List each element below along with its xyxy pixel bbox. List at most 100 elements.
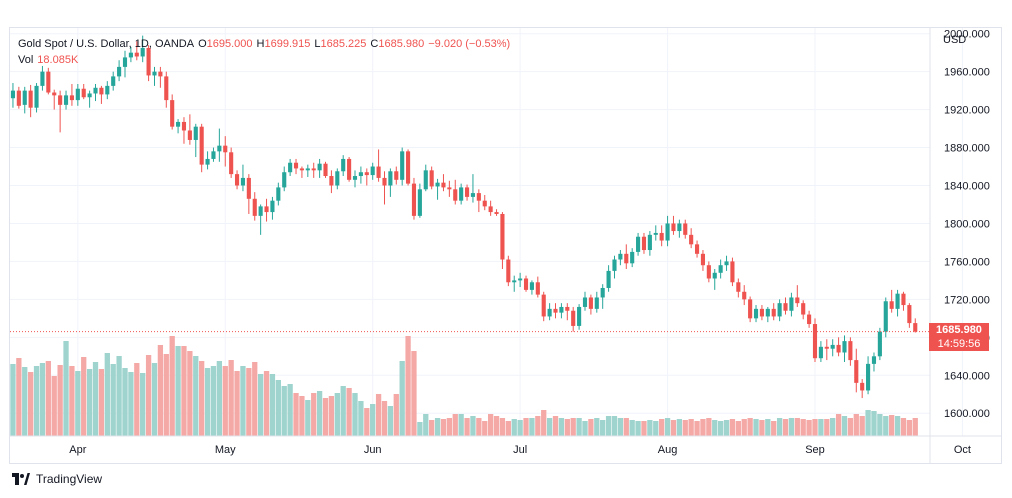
candle: [352, 170, 358, 188]
candle-body: [577, 306, 582, 326]
candle-body: [429, 170, 434, 187]
volume-bar: [122, 368, 128, 436]
volume-bar: [600, 420, 606, 436]
volume-bar: [163, 354, 169, 436]
candle-body: [459, 187, 464, 201]
candle: [736, 278, 741, 298]
candle-body: [807, 314, 812, 325]
candle: [417, 183, 422, 218]
symbol-title[interactable]: Gold Spot / U.S. Dollar, 1D, OANDA: [18, 38, 195, 50]
candle-body: [364, 172, 369, 176]
candle-body: [299, 168, 304, 171]
candle: [512, 275, 517, 292]
volume-bar: [564, 419, 570, 436]
brand-name: TradingView: [36, 472, 103, 486]
candle-body: [270, 200, 275, 213]
candle-body: [435, 182, 440, 187]
candle-body: [730, 261, 735, 283]
candle-body: [305, 168, 310, 171]
volume-bar: [635, 421, 641, 436]
candle-body: [347, 158, 352, 180]
candle-body: [341, 158, 346, 172]
candle-body: [842, 341, 847, 353]
candle: [435, 178, 440, 200]
price-tick-label: 1960.000: [944, 67, 990, 79]
volume-bar: [210, 366, 217, 436]
volume-bar: [611, 416, 618, 436]
volume-bar: [511, 419, 517, 436]
candle: [152, 66, 157, 86]
volume-bar: [735, 421, 741, 436]
candle-body: [193, 126, 198, 140]
candle-body: [146, 47, 151, 76]
candle-body: [128, 52, 133, 58]
candle-body: [441, 182, 446, 188]
low-value: 1685.225: [320, 38, 367, 50]
candle-body: [400, 151, 405, 180]
volume-bar: [835, 414, 842, 436]
candle: [164, 71, 169, 108]
candle: [665, 215, 670, 247]
candle-body: [246, 177, 251, 199]
volume-bar: [594, 418, 600, 436]
candle: [795, 285, 800, 307]
candle: [105, 81, 110, 100]
volume-bar: [830, 418, 836, 436]
candle-body: [181, 121, 187, 131]
candle: [812, 318, 818, 362]
candle-body: [871, 356, 877, 364]
candle: [606, 265, 611, 292]
candle-body: [252, 198, 257, 216]
price-tick-label: 2000.000: [944, 29, 990, 41]
currency-label[interactable]: USD: [943, 34, 967, 46]
candle: [341, 155, 346, 177]
volume-bar: [417, 422, 423, 436]
candle-body: [582, 297, 588, 307]
candle-body: [223, 145, 228, 153]
price-chart[interactable]: 1600.0001640.0001680.0001720.0001760.000…: [10, 28, 1001, 463]
candle: [63, 90, 69, 110]
time-tick-label: Sep: [805, 444, 825, 456]
volume-label[interactable]: Vol: [18, 54, 34, 66]
candle-body: [52, 92, 57, 96]
candle-body: [777, 303, 782, 317]
chart-frame: 1600.0001640.0001680.0001720.0001760.000…: [9, 27, 1002, 464]
volume-bar: [328, 396, 335, 436]
candle: [541, 291, 546, 322]
volume-bar: [682, 420, 688, 436]
volume-bar: [605, 416, 612, 436]
candle-body: [394, 171, 399, 180]
candle: [258, 204, 263, 235]
candle-body: [358, 172, 363, 177]
volume-bar: [311, 393, 317, 436]
candle: [807, 310, 812, 328]
candle: [830, 339, 835, 357]
candle: [588, 294, 593, 315]
volume-bar: [629, 420, 635, 436]
candle-body: [547, 308, 552, 317]
footer-brand[interactable]: TradingView: [12, 472, 102, 486]
volume-bar: [228, 360, 234, 436]
last-price-value: 1685.980: [936, 323, 982, 336]
volume-bar: [370, 404, 376, 436]
volume-bar: [22, 367, 28, 436]
volume-bar: [659, 419, 665, 436]
volume-bar: [346, 388, 352, 436]
volume-bar: [75, 371, 81, 436]
candle-body: [34, 85, 39, 108]
volume-bar: [39, 363, 46, 436]
candle: [335, 168, 340, 190]
candle-body: [205, 158, 210, 165]
candle: [193, 123, 198, 158]
candle: [170, 94, 175, 130]
candle-body: [476, 193, 481, 201]
candle-body: [824, 346, 829, 349]
volume-bar: [305, 400, 311, 436]
candle: [58, 90, 63, 133]
volume-bar: [664, 418, 671, 436]
candle: [694, 240, 700, 258]
candle-body: [93, 87, 98, 94]
candle: [618, 250, 623, 266]
candle: [311, 162, 316, 178]
candle-body: [742, 291, 747, 300]
